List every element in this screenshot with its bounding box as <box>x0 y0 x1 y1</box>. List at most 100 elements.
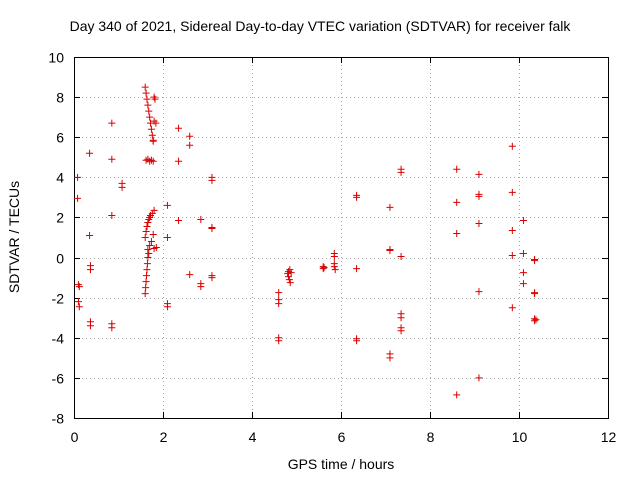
x-tick-label: 8 <box>427 429 435 445</box>
data-point <box>142 284 150 292</box>
data-point <box>186 132 194 140</box>
data-point <box>142 278 150 286</box>
y-tick-label: -2 <box>52 291 65 307</box>
y-tick-label: 4 <box>56 170 64 186</box>
data-point <box>108 324 116 332</box>
data-point <box>320 264 328 272</box>
data-point <box>175 216 183 224</box>
data-point <box>508 252 516 260</box>
data-point <box>453 229 461 237</box>
data-point <box>508 142 516 150</box>
data-point <box>519 250 527 258</box>
data-point <box>108 211 116 219</box>
data-point <box>331 266 339 274</box>
x-tick-label: 10 <box>512 429 528 445</box>
data-point <box>519 216 527 224</box>
data-point <box>519 269 527 277</box>
data-point <box>475 288 483 296</box>
data-point <box>150 206 158 214</box>
data-point <box>144 101 152 109</box>
data-point <box>163 201 171 209</box>
y-tick-label: 2 <box>56 210 64 226</box>
data-point <box>386 247 394 255</box>
data-point <box>397 168 405 176</box>
data-point <box>531 257 539 265</box>
data-point <box>163 303 171 311</box>
data-point <box>475 219 483 227</box>
data-point <box>143 222 151 230</box>
data-point <box>532 316 540 324</box>
data-point <box>144 254 152 262</box>
y-axis-label: SDTVAR / TECUs <box>6 180 22 294</box>
data-point <box>86 322 94 330</box>
data-point <box>353 337 361 345</box>
data-point <box>319 265 327 273</box>
data-point <box>142 89 150 97</box>
data-point <box>75 303 83 311</box>
data-point <box>143 95 151 103</box>
y-tick-label: 10 <box>48 50 64 66</box>
data-point <box>453 391 461 399</box>
x-tick-label: 4 <box>249 429 257 445</box>
chart-title: Day 340 of 2021, Sidereal Day-to-day VTE… <box>69 18 571 34</box>
data-point <box>141 83 149 91</box>
data-points <box>74 83 540 399</box>
data-point <box>330 263 338 271</box>
data-point <box>151 95 159 103</box>
data-point <box>353 193 361 201</box>
data-point <box>197 215 205 223</box>
data-point <box>145 250 153 258</box>
data-point <box>149 157 157 165</box>
data-point <box>397 327 405 335</box>
data-point <box>175 124 183 132</box>
data-point <box>148 131 156 139</box>
data-point <box>397 253 405 261</box>
data-point <box>531 290 539 298</box>
data-point <box>386 203 394 211</box>
y-tick-label: 0 <box>56 251 64 267</box>
data-point <box>141 290 149 298</box>
data-point <box>508 226 516 234</box>
x-tick-label: 12 <box>601 429 617 445</box>
data-point <box>147 156 155 164</box>
data-point <box>146 113 154 121</box>
data-point <box>397 314 405 322</box>
data-point <box>330 253 338 261</box>
x-tick-label: 0 <box>71 429 79 445</box>
data-point <box>531 317 539 325</box>
data-point <box>149 137 157 145</box>
data-point <box>275 300 283 308</box>
data-point <box>475 192 483 200</box>
data-point <box>208 274 216 282</box>
data-point <box>186 271 194 279</box>
data-point <box>147 125 155 133</box>
data-point <box>208 224 216 232</box>
data-point <box>152 244 160 252</box>
data-point <box>74 194 82 202</box>
x-tick-label: 2 <box>160 429 168 445</box>
data-point <box>142 227 150 235</box>
y-tick-label: -8 <box>52 411 65 427</box>
x-axis-label: GPS time / hours <box>287 456 395 472</box>
data-point <box>453 198 461 206</box>
data-point <box>353 265 361 273</box>
data-point <box>86 231 94 239</box>
data-point <box>144 218 152 226</box>
y-tick-label: -6 <box>52 371 65 387</box>
data-point <box>86 266 94 274</box>
data-point <box>386 354 394 362</box>
data-point <box>519 280 527 288</box>
data-point <box>74 173 82 181</box>
data-point <box>163 234 171 241</box>
data-point <box>275 289 283 297</box>
data-point <box>143 266 151 274</box>
data-point <box>144 246 152 254</box>
data-point <box>197 283 205 291</box>
data-point <box>275 337 283 345</box>
y-tick-label: 8 <box>56 90 64 106</box>
data-point <box>149 230 157 238</box>
x-tick-label: 6 <box>338 429 346 445</box>
data-point <box>208 176 216 184</box>
data-point <box>145 107 153 115</box>
